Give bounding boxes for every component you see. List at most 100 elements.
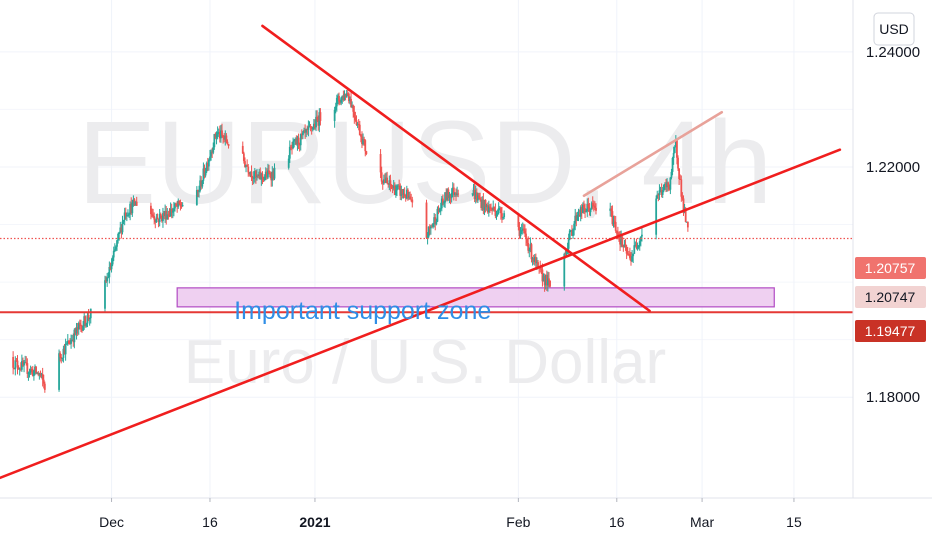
time-axis[interactable]: Dec 16 2021 Feb 16 Mar 15 — [99, 498, 802, 530]
trendlines[interactable] — [0, 24, 842, 480]
candle-body — [70, 339, 72, 344]
candle-body — [261, 173, 264, 178]
candle-body — [544, 274, 547, 286]
candle-body — [170, 208, 173, 213]
candle-body — [205, 163, 208, 172]
candle-body — [379, 154, 382, 173]
candle-body — [131, 202, 134, 214]
candle-body — [198, 190, 200, 192]
candle-body — [638, 241, 641, 246]
candle-body — [257, 175, 259, 177]
candle-body — [317, 119, 320, 126]
candle-body — [118, 232, 121, 234]
candle-body — [307, 126, 310, 130]
x-tick-label: Mar — [690, 514, 714, 530]
candle-body — [482, 199, 485, 210]
candle-body — [120, 227, 123, 233]
candle-body — [180, 206, 183, 208]
trendline[interactable] — [582, 110, 724, 198]
candle-body — [255, 171, 257, 178]
price-tag — [855, 286, 926, 308]
candle-body — [637, 245, 640, 248]
candle-body — [16, 360, 19, 368]
candle-body — [216, 132, 219, 135]
candle-body — [246, 165, 249, 167]
candle-body — [501, 213, 503, 218]
candle-body — [214, 134, 217, 138]
candle-body — [623, 244, 626, 248]
candle-body — [519, 230, 522, 236]
candle-body — [77, 323, 80, 330]
candle-body — [486, 205, 489, 213]
candle-body — [104, 280, 106, 309]
candle-body — [408, 196, 410, 198]
candle-body — [629, 254, 631, 259]
price-tag-label: 1.20757 — [865, 260, 916, 276]
candle-body — [211, 151, 214, 153]
candle-body — [362, 139, 364, 145]
candle-body — [589, 208, 592, 213]
candles — [12, 87, 689, 393]
trendline[interactable] — [0, 148, 842, 480]
candle-body — [14, 360, 17, 370]
candle-body — [481, 199, 484, 208]
candle-body — [545, 274, 548, 286]
candle-body — [622, 246, 625, 248]
currency-button[interactable]: USD — [873, 12, 915, 46]
candle-body — [496, 213, 499, 215]
candle-body — [294, 138, 297, 141]
candle-body — [267, 170, 269, 178]
candle-body — [167, 214, 170, 216]
candle-body — [478, 195, 480, 199]
candle-body — [677, 157, 679, 169]
candle-body — [156, 217, 159, 220]
candle-body — [401, 189, 404, 195]
candle-body — [493, 206, 496, 211]
candle-body — [590, 203, 593, 209]
candle-body — [168, 214, 171, 217]
candle-body — [382, 179, 385, 184]
candle-body — [569, 230, 572, 232]
watermark-symbol: EURUSD, 4h — [77, 97, 772, 229]
candle-body — [393, 185, 396, 195]
candle-body — [130, 203, 133, 214]
candle-body — [248, 172, 251, 175]
candle-body — [334, 106, 337, 110]
candle-body — [522, 228, 525, 231]
candle-body — [403, 193, 406, 197]
candle-body — [344, 93, 347, 98]
candle-body — [583, 204, 585, 209]
candle-body — [113, 249, 116, 251]
candle-body — [166, 214, 169, 220]
price-tag-label: 1.20747 — [865, 289, 916, 305]
candle-body — [518, 226, 521, 236]
candle-body — [574, 215, 577, 224]
candle-body — [86, 315, 89, 324]
candle-body — [217, 131, 220, 133]
candle-body — [155, 217, 158, 223]
price-axis[interactable]: 1.24000 1.22000 1.18000 — [866, 44, 920, 406]
candle-body — [289, 146, 292, 148]
candle-body — [293, 140, 296, 142]
candle-body — [13, 367, 16, 370]
candle-body — [160, 215, 163, 222]
candle-body — [388, 180, 391, 185]
candle-body — [342, 95, 345, 100]
candle-body — [20, 361, 23, 370]
candle-body — [269, 172, 272, 177]
candle-body — [159, 213, 162, 216]
candle-body — [78, 323, 81, 325]
candle-body — [43, 383, 46, 390]
candle-body — [319, 112, 322, 121]
candle-body — [455, 192, 457, 195]
candle-body — [119, 227, 122, 233]
candle-body — [632, 253, 635, 257]
candle-body — [633, 245, 636, 254]
candle-body — [656, 194, 659, 199]
candle-body — [428, 226, 431, 229]
candle-body — [615, 230, 618, 234]
trendline[interactable] — [261, 24, 651, 313]
candle-body — [244, 161, 246, 167]
